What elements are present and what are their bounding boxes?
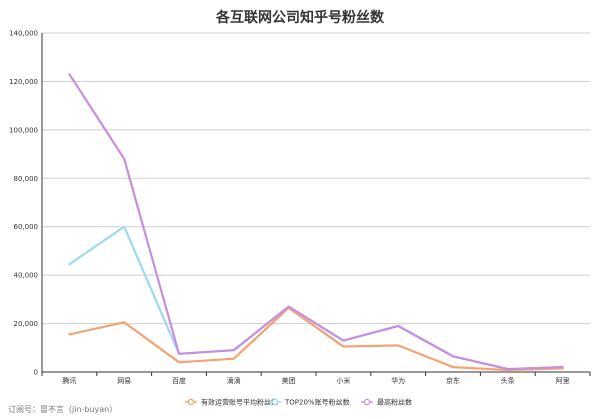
y-tick-label: 20,000 — [14, 320, 39, 328]
legend-label: TOP20%账号粉丝数 — [284, 398, 350, 407]
legend-marker — [187, 398, 195, 406]
x-tick-label: 网易 — [117, 377, 131, 385]
legend: 有效运营账号平均粉丝数 TOP20%账号粉丝数 最高粉丝数 — [185, 398, 412, 407]
y-axis: 0 20,000 40,000 60,000 80,000 100,000 120,000 1… — [9, 30, 43, 377]
chart-title: 各互联网公司知乎号粉丝数 — [215, 9, 385, 26]
x-tick-label: 阿里 — [556, 376, 570, 385]
y-tick-label: 80,000 — [14, 175, 39, 183]
x-tick-label: 京东 — [446, 376, 460, 385]
series-layer — [68, 73, 564, 372]
x-tick-label: 腾讯 — [62, 376, 76, 385]
legend-marker — [363, 398, 371, 406]
x-axis: 腾讯 网易 百度 滴滴 美团 小米 华为 京东 头条 阿里 — [41, 372, 591, 385]
y-tick-label: 0 — [34, 369, 38, 377]
grid-lines — [42, 32, 590, 373]
series-line — [68, 73, 564, 371]
y-tick-label: 120,000 — [9, 78, 38, 86]
x-tick-label: 小米 — [336, 376, 350, 385]
x-tick-label: 头条 — [501, 376, 515, 385]
series-line — [68, 225, 564, 371]
subscription-watermark: 订阅号：冒不言（jin-buyan） — [8, 404, 117, 414]
x-tick-label: 华为 — [391, 376, 405, 385]
y-tick-label: 60,000 — [14, 223, 39, 231]
legend-label: 最高粉丝数 — [377, 398, 412, 407]
y-tick-label: 100,000 — [9, 126, 38, 134]
series-line — [68, 306, 564, 372]
legend-label: 有效运营账号平均粉丝数 — [201, 398, 278, 407]
y-tick-label: 140,000 — [9, 30, 38, 38]
legend-marker — [271, 398, 279, 406]
x-tick-label: 美团 — [282, 376, 296, 385]
x-tick-label: 百度 — [172, 376, 186, 385]
y-tick-label: 40,000 — [14, 272, 39, 280]
x-tick-label: 滴滴 — [227, 376, 241, 385]
